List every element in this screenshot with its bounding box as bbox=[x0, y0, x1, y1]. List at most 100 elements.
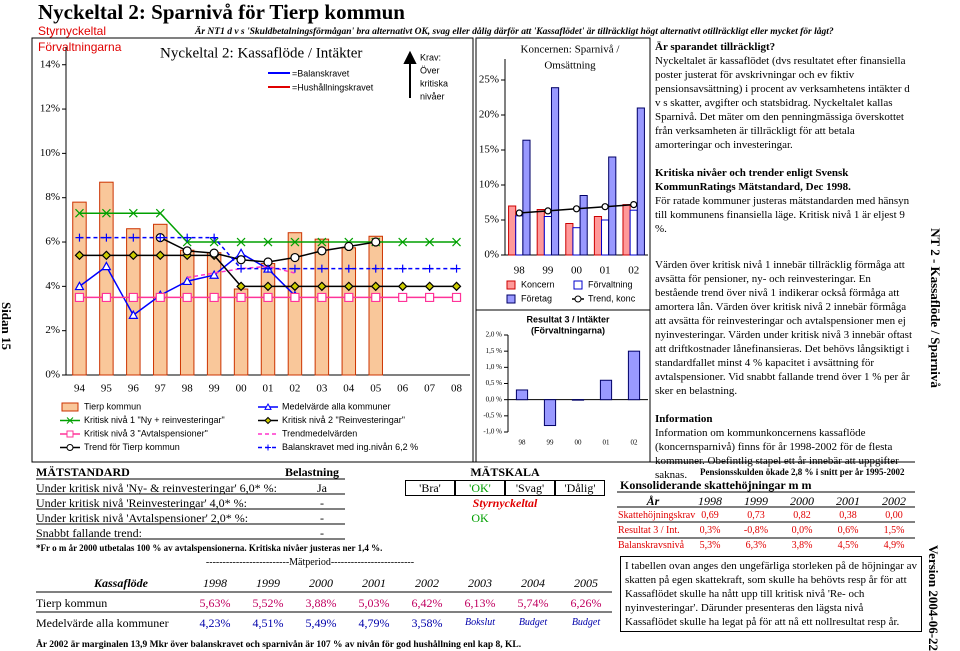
marker bbox=[264, 264, 272, 273]
marker bbox=[182, 292, 192, 303]
cell: 0,38 bbox=[839, 510, 857, 521]
marker bbox=[317, 292, 327, 303]
y-tick-label: 1,5 % bbox=[486, 347, 503, 355]
row-label: Resultat 3 / Int. bbox=[618, 525, 680, 536]
table-title: Konsoliderande skattehöjningar m m bbox=[620, 478, 812, 492]
marker bbox=[371, 264, 380, 273]
marker bbox=[236, 292, 246, 303]
marker bbox=[630, 201, 638, 209]
x-tick-label: 98 bbox=[182, 383, 194, 395]
version: Version 2004-06-22 bbox=[926, 544, 942, 651]
marker bbox=[398, 237, 408, 247]
legend-label: Kritisk nivå 3 "Avtalspensioner" bbox=[84, 428, 208, 438]
requirement-text: nivåer bbox=[420, 91, 445, 101]
marker bbox=[290, 252, 300, 263]
cell: 6,26% bbox=[570, 596, 602, 610]
bar bbox=[579, 195, 588, 256]
marker bbox=[236, 255, 246, 265]
bar bbox=[627, 350, 641, 401]
x-tick-label: 96 bbox=[128, 383, 140, 395]
panel-label: Förvaltningarna bbox=[38, 40, 122, 54]
legend-marker bbox=[66, 444, 74, 451]
x-tick-label: 02 bbox=[628, 265, 639, 277]
section: NT 2 - Kassaflöde / Sparnivå bbox=[927, 228, 943, 388]
marker bbox=[182, 237, 192, 247]
cell: 0,73 bbox=[747, 510, 765, 521]
year: 2001 bbox=[362, 576, 386, 590]
x-tick-label: 01 bbox=[603, 439, 611, 447]
bar bbox=[179, 249, 195, 376]
bar bbox=[99, 181, 114, 376]
info-text: Värden över kritisk nivå 1 innebär tillr… bbox=[655, 259, 913, 397]
legend-label: Balanskravet med ing.nivån 6,2 % bbox=[282, 442, 418, 452]
chart-title: Nyckeltal 2: Kassaflöde / Intäkter bbox=[160, 45, 362, 61]
x-tick-label: 00 bbox=[575, 439, 583, 447]
key-label: =Balanskravet bbox=[292, 68, 350, 78]
x-tick-label: 00 bbox=[571, 265, 583, 277]
y-tick-label: 14% bbox=[40, 58, 60, 70]
marker bbox=[290, 237, 300, 247]
marker bbox=[317, 237, 327, 247]
cell: Budget bbox=[571, 617, 601, 628]
marker bbox=[544, 207, 552, 215]
load: - bbox=[320, 526, 324, 540]
year: 2005 bbox=[574, 576, 598, 590]
x-tick-label: 07 bbox=[424, 383, 436, 395]
year: 1999 bbox=[744, 494, 768, 508]
year: 1998 bbox=[203, 576, 227, 590]
marker bbox=[452, 237, 461, 247]
legend-marker bbox=[66, 430, 74, 438]
bar bbox=[572, 227, 581, 256]
bar bbox=[601, 219, 610, 256]
x-tick-label: 99 bbox=[547, 439, 555, 447]
info-block: Information Information om kommunkoncerne… bbox=[655, 412, 913, 482]
bar bbox=[636, 107, 645, 256]
legend-label: Trend, konc bbox=[588, 293, 636, 303]
main-frame bbox=[31, 37, 474, 463]
requirement-text: Över bbox=[420, 65, 440, 75]
y-tick-label: 8% bbox=[45, 191, 60, 203]
marker bbox=[317, 281, 327, 292]
x-tick-label: 01 bbox=[600, 265, 611, 277]
x-tick-label: 99 bbox=[542, 265, 554, 277]
year: 1998 bbox=[698, 494, 722, 508]
chart-title: Resultat 3 / Intäkter bbox=[526, 314, 610, 324]
marker bbox=[101, 292, 111, 303]
marker bbox=[102, 233, 111, 242]
bar bbox=[565, 223, 574, 256]
marker bbox=[451, 292, 462, 303]
bar bbox=[515, 215, 524, 256]
marker bbox=[128, 250, 139, 261]
key-label: =Hushållningskravet bbox=[292, 82, 374, 92]
bar bbox=[543, 399, 557, 427]
requirement: Krav: bbox=[420, 52, 441, 62]
y-tick-label: 0% bbox=[45, 369, 60, 381]
marker bbox=[263, 292, 273, 303]
y-tick-label: 15% bbox=[479, 144, 499, 156]
year: 2003 bbox=[468, 576, 492, 590]
chart-title: (Förvaltningarna) bbox=[531, 325, 605, 335]
scale-cell: 'OK' bbox=[455, 480, 505, 496]
year: 1999 bbox=[256, 576, 280, 590]
legend-label: Koncern bbox=[521, 279, 555, 289]
bar bbox=[536, 209, 545, 256]
scale-cell: 'Bra' bbox=[405, 480, 455, 496]
marker bbox=[183, 233, 192, 242]
x-tick-label: 98 bbox=[519, 439, 527, 447]
y-tick-label: 2,0 % bbox=[486, 331, 503, 339]
marker bbox=[317, 246, 327, 256]
cell: 4,51% bbox=[252, 616, 284, 630]
marker bbox=[75, 208, 84, 218]
marker bbox=[370, 281, 381, 292]
year: 2002 bbox=[882, 494, 906, 508]
x-tick-label: 08 bbox=[451, 383, 463, 395]
marker bbox=[156, 233, 165, 242]
cell: 0,0% bbox=[791, 525, 813, 536]
y-tick-label: 0,5 % bbox=[486, 379, 503, 387]
marker bbox=[101, 208, 111, 218]
info-block: Kritiska nivåer och trender enligt Svens… bbox=[655, 166, 913, 236]
marker bbox=[101, 250, 112, 261]
bar bbox=[368, 235, 383, 376]
marker bbox=[290, 281, 300, 292]
x-tick-label: 00 bbox=[236, 383, 248, 395]
